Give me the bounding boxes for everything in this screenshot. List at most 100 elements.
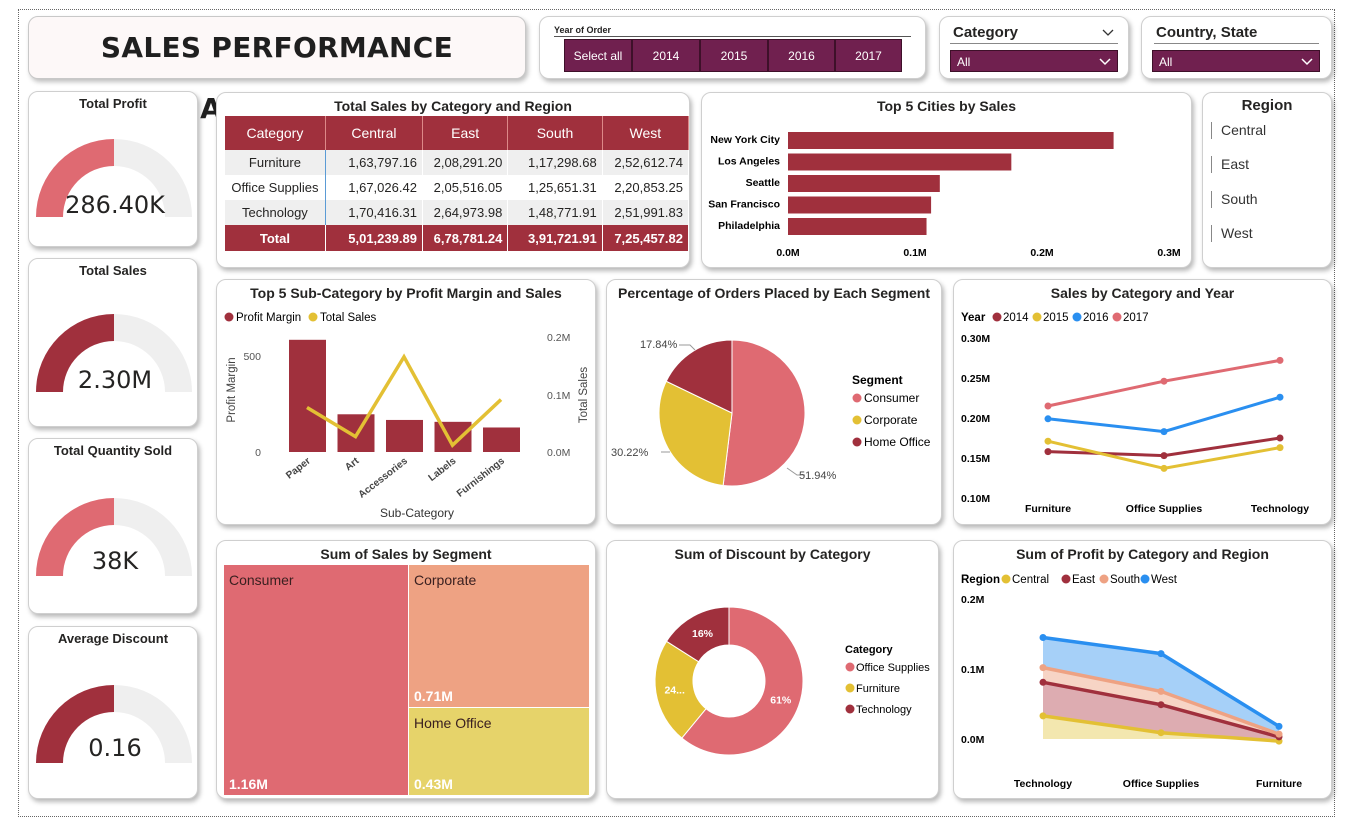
bar-label: New York City [710, 134, 780, 146]
treemap-tile-corporate[interactable]: Corporate 0.71M [409, 565, 589, 707]
category-dropdown[interactable]: All [950, 50, 1118, 72]
kpi-title: Average Discount [57, 631, 169, 646]
legend-label: Profit Margin [236, 312, 301, 324]
legend-marker [1061, 574, 1071, 584]
year-option-2014[interactable]: 2014 [632, 39, 700, 72]
series-line [1047, 395, 1281, 434]
legend-label: Central [1012, 574, 1049, 586]
pie-slice [722, 339, 806, 487]
pie-slice [658, 380, 733, 487]
tick-label: 0.1M [961, 664, 985, 676]
table-cell: Technology [225, 200, 326, 225]
legend-label: Total Sales [320, 312, 377, 324]
chart-title: Sales by Category and Year [1050, 285, 1235, 301]
data-point [1039, 712, 1047, 720]
table-cell: 5,01,239.89 [325, 225, 423, 251]
data-point [1039, 634, 1047, 641]
table-cell: 2,51,991.83 [602, 200, 690, 225]
legend-marker [1099, 574, 1109, 584]
series-area [1043, 637, 1279, 735]
data-point [1275, 722, 1283, 730]
chart-title: Sum of Discount by Category [674, 546, 871, 562]
year-slicer-label: Year of Order [554, 25, 612, 35]
category-label: Furnishings [455, 455, 507, 499]
data-point [1276, 434, 1284, 442]
legend-title: Category [845, 644, 894, 656]
subcategory-card: Top 5 Sub-Category by Profit Margin and … [216, 279, 596, 525]
treemap-value: 1.16M [229, 776, 268, 792]
column-header[interactable]: West [602, 116, 690, 150]
category-label: Technology [1014, 778, 1072, 790]
legend-marker [992, 312, 1002, 322]
legend-marker [1140, 574, 1150, 584]
region-slicer: Region Central East South West [1202, 92, 1332, 268]
table-cell: 1,70,416.31 [325, 200, 423, 225]
year-option-2015[interactable]: 2015 [700, 39, 768, 72]
bar-label: Seattle [746, 177, 781, 189]
kpi-total-profit: Total Profit 286.40K [28, 91, 198, 247]
legend-label: 2017 [1123, 312, 1149, 324]
treemap-tile-home-office[interactable]: Home Office 0.43M [409, 708, 589, 795]
legend-label: Technology [856, 704, 912, 716]
bar-label: Philadelphia [718, 220, 780, 232]
bar [788, 196, 932, 214]
axis-title: Sub-Category [380, 506, 454, 520]
year-option-2016[interactable]: 2016 [768, 39, 835, 72]
category-dropdown-value: All [957, 55, 971, 69]
tick-label: 0 [255, 447, 261, 459]
kpi-title: Total Sales [79, 263, 147, 278]
column-header[interactable]: East [422, 116, 509, 150]
country-dropdown[interactable]: All [1152, 50, 1320, 72]
year-option-2017[interactable]: 2017 [835, 39, 902, 72]
column-header[interactable]: South [507, 116, 603, 150]
gauge-fill [36, 314, 114, 392]
column-header[interactable]: Central [325, 116, 423, 150]
region-item-south[interactable]: South [1211, 191, 1258, 208]
data-point [1044, 415, 1052, 423]
data-point [1276, 393, 1284, 401]
tick-label: 0.2M [961, 594, 985, 606]
chart-title: Top 5 Sub-Category by Profit Margin and … [250, 285, 562, 301]
legend-label: 2014 [1003, 312, 1029, 324]
sales-table-card: Total Sales by Category and Region Categ… [216, 92, 690, 268]
bar [386, 419, 423, 452]
donut-slice [665, 606, 730, 663]
region-item-west[interactable]: West [1211, 225, 1253, 242]
legend-label: Corporate [864, 413, 918, 427]
gauge [36, 685, 192, 763]
data-point [1275, 730, 1283, 738]
legend-marker [845, 662, 855, 672]
dashboard-frame [18, 9, 1335, 817]
series-line [306, 353, 503, 448]
bar [483, 427, 520, 452]
legend-marker [308, 312, 318, 322]
treemap-value: 0.71M [414, 688, 453, 704]
legend-marker [852, 393, 862, 403]
discount-donut-chart: 61% 24... 16% Category Office Supplies Furnit… [654, 606, 930, 756]
table-cell: 1,17,298.68 [507, 150, 603, 175]
kpi-value: 0.16 [88, 734, 142, 762]
column-header[interactable]: Category [225, 116, 326, 150]
legend-marker [1112, 312, 1122, 322]
table-row: Technology 1,70,416.31 2,64,973.98 1,48,… [225, 200, 690, 225]
region-item-central[interactable]: Central [1211, 122, 1266, 139]
table-cell: Total [225, 225, 326, 251]
chevron-down-icon[interactable] [1102, 29, 1114, 37]
tick-label: 0.0M [961, 734, 985, 746]
data-point [1160, 464, 1168, 472]
segment-pie-chart: 51.94% 30.22% 17.84% Segment Consumer Corpora… [611, 339, 931, 487]
table-cell: Office Supplies [225, 175, 326, 200]
chart-title: Sum of Sales by Segment [320, 546, 492, 562]
table-cell: 2,52,612.74 [602, 150, 690, 175]
subcategory-chart: Profit Margin Total Sales 500 0 0.2M 0.1M 0.0M… [224, 312, 590, 520]
segment-treemap-card: Sum of Sales by Segment Consumer 1.16M C… [216, 540, 596, 799]
data-point [1157, 729, 1165, 737]
profit-area-chart: Region Central East South West 0.2M 0.1M 0.0M Te… [961, 574, 1302, 790]
region-item-east[interactable]: East [1211, 156, 1249, 173]
legend-marker [1072, 312, 1082, 322]
treemap-tile-consumer[interactable]: Consumer 1.16M [224, 565, 408, 795]
year-option-select-all[interactable]: Select all [564, 39, 632, 72]
legend-label: 2015 [1043, 312, 1069, 324]
legend-title: Region [961, 574, 1000, 586]
legend-label: Consumer [864, 391, 919, 405]
